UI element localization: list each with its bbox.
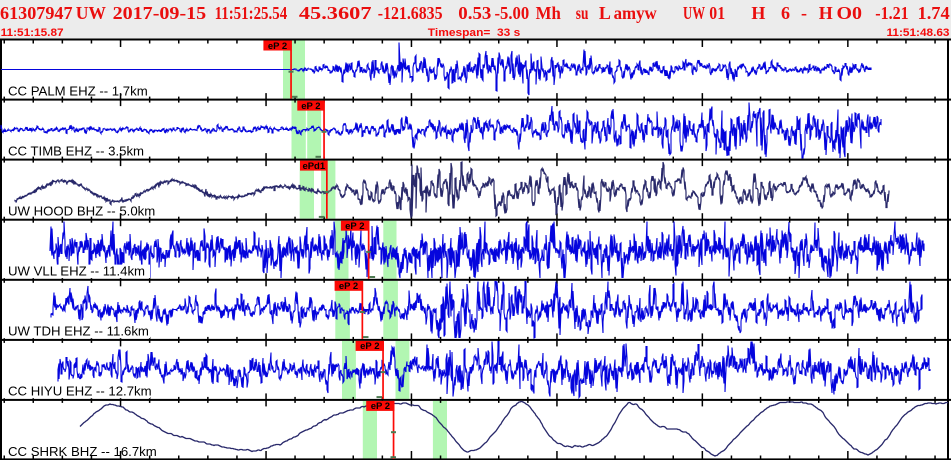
svg-text:CC HIYU EHZ -- 12.7km: CC HIYU EHZ -- 12.7km xyxy=(8,384,152,399)
svg-text:11:51:48.63: 11:51:48.63 xyxy=(887,27,950,39)
svg-text:CC TIMB EHZ -- 3.5km: CC TIMB EHZ -- 3.5km xyxy=(8,143,144,158)
svg-text:eP 2: eP 2 xyxy=(268,41,287,52)
svg-text:eP 2: eP 2 xyxy=(360,341,379,352)
svg-text:-1.21: -1.21 xyxy=(875,3,908,23)
svg-text:su: su xyxy=(576,3,589,23)
svg-text:45.3607: 45.3607 xyxy=(299,3,372,23)
svg-text:2017-09-15: 2017-09-15 xyxy=(113,3,207,23)
svg-text:ePd1: ePd1 xyxy=(302,161,325,172)
svg-text:H: H xyxy=(819,3,833,23)
svg-text:eP 2: eP 2 xyxy=(345,221,364,232)
svg-text:-: - xyxy=(801,3,807,23)
svg-text:UW HOOD BHZ -- 5.0km: UW HOOD BHZ -- 5.0km xyxy=(8,204,155,219)
svg-text:UW TDH EHZ -- 11.6km: UW TDH EHZ -- 11.6km xyxy=(8,324,149,339)
svg-text:0.53: 0.53 xyxy=(458,3,491,23)
svg-text:UW VLL EHZ -- 11.4km: UW VLL EHZ -- 11.4km xyxy=(8,264,145,279)
svg-text:01: 01 xyxy=(709,3,725,23)
svg-text:1.74: 1.74 xyxy=(918,3,950,23)
svg-text:CC SHRK BHZ -- 16.7km: CC SHRK BHZ -- 16.7km xyxy=(8,444,157,459)
svg-text:61307947: 61307947 xyxy=(0,3,73,23)
svg-text:amyw: amyw xyxy=(614,3,657,23)
svg-text:-121.6835: -121.6835 xyxy=(378,3,443,23)
svg-text:L: L xyxy=(599,3,611,23)
svg-text:eP 2: eP 2 xyxy=(301,101,320,112)
svg-text:6: 6 xyxy=(781,3,790,23)
svg-text:CC PALM EHZ -- 1.7km: CC PALM EHZ -- 1.7km xyxy=(8,83,148,98)
svg-text:UW: UW xyxy=(683,3,705,23)
svg-text:O0: O0 xyxy=(837,3,863,23)
svg-text:-5.00: -5.00 xyxy=(495,3,530,23)
svg-text:H: H xyxy=(751,3,765,23)
svg-text:eP 2: eP 2 xyxy=(339,281,358,292)
svg-text:Mh: Mh xyxy=(536,3,561,23)
svg-text:Timespan= 33 s: Timespan= 33 s xyxy=(428,27,521,39)
svg-text:11:51:15.87: 11:51:15.87 xyxy=(1,27,64,39)
svg-text:11:51:25.54: 11:51:25.54 xyxy=(215,3,288,23)
svg-text:eP 2: eP 2 xyxy=(371,401,390,412)
svg-text:UW: UW xyxy=(76,3,106,23)
